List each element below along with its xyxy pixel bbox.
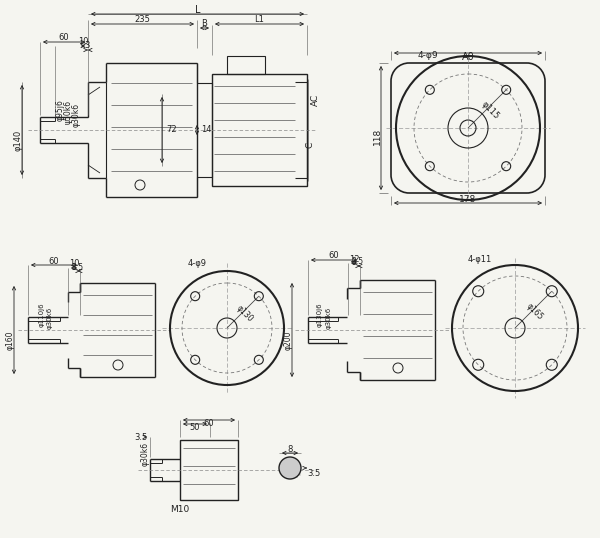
Text: φ115: φ115 [479,100,500,121]
Text: φ160: φ160 [5,330,14,350]
Text: L: L [195,5,200,15]
Text: C: C [305,142,314,148]
Text: 50: 50 [190,423,200,433]
Text: φ95j6: φ95j6 [56,99,65,121]
Circle shape [279,457,301,479]
Text: 8: 8 [287,444,293,454]
Text: 60: 60 [329,251,340,260]
Text: 3.5: 3.5 [135,433,148,442]
Text: L1: L1 [254,16,265,25]
Text: 4-φ9: 4-φ9 [418,51,439,60]
Text: φ110j6: φ110j6 [39,303,45,327]
Text: 3.5: 3.5 [307,469,320,478]
Text: φ30k6: φ30k6 [326,307,332,329]
Text: 4-φ9: 4-φ9 [187,259,206,268]
Text: 60: 60 [49,257,59,265]
Text: φ30k6: φ30k6 [140,442,149,466]
Text: 3.5: 3.5 [352,258,364,266]
Text: φ30k6: φ30k6 [47,307,53,329]
Text: 4-φ11: 4-φ11 [468,256,492,265]
Bar [180,440,238,500]
Text: φ200: φ200 [284,330,293,350]
Text: 3: 3 [84,41,89,51]
Text: 14: 14 [201,125,212,134]
Text: φ165: φ165 [525,302,545,322]
Text: AC: AC [311,94,320,106]
Text: 60: 60 [59,33,70,43]
Text: 178: 178 [460,195,476,203]
Text: φ140: φ140 [14,130,23,151]
Text: 118: 118 [373,128,382,145]
Text: 10: 10 [78,38,88,46]
Text: ψ50k6: ψ50k6 [64,100,73,124]
Text: 235: 235 [134,16,151,25]
Text: 12: 12 [349,254,359,264]
Text: 10: 10 [69,259,79,268]
Bar [212,74,307,186]
Text: M10: M10 [170,506,190,514]
Text: φ30k6: φ30k6 [71,103,80,127]
Text: φ130j6: φ130j6 [317,303,323,327]
Text: B: B [202,19,208,29]
Text: 3.5: 3.5 [71,263,83,272]
Bar [227,56,265,74]
Text: φ130: φ130 [235,304,255,324]
Text: 72: 72 [166,125,176,134]
Text: 60: 60 [203,420,214,428]
Text: A0: A0 [461,52,475,62]
